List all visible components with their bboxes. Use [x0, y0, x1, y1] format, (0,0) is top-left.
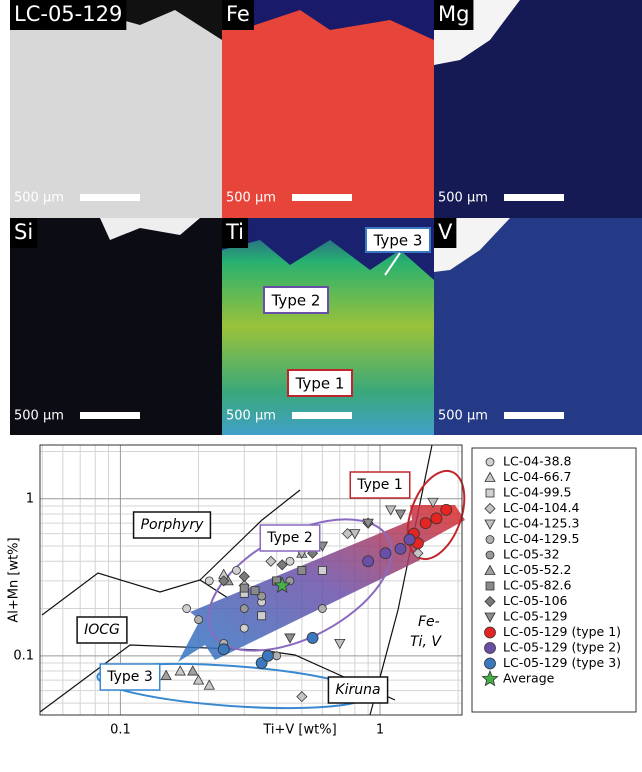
point: [262, 650, 273, 661]
region-label: Kiruna: [335, 682, 380, 698]
legend-label: LC-05-32: [503, 547, 560, 562]
point: [395, 543, 406, 554]
scale-bar: [504, 412, 564, 419]
legend-label: LC-05-106: [503, 593, 568, 608]
scale-bar-label: 500 µm: [226, 191, 276, 206]
region-label: Ti, V: [410, 634, 442, 650]
point: [363, 556, 374, 567]
point: [298, 566, 306, 574]
scale-bar: [504, 194, 564, 201]
point: [218, 644, 229, 655]
scale-bar-label: 500 µm: [14, 409, 64, 424]
legend-label: Average: [503, 671, 555, 686]
point: [380, 548, 391, 559]
y-axis-label: Al+Mn [wt%]: [7, 537, 22, 622]
point: [485, 643, 496, 654]
point: [258, 612, 266, 620]
point: [183, 605, 191, 613]
legend-label: LC-05-52.2: [503, 562, 571, 577]
y-tick-label: 0.1: [13, 648, 34, 663]
annotation: Type 1: [295, 375, 345, 393]
legend-label: LC-04-38.8: [503, 454, 571, 469]
legend-label: LC-05-129 (type 3): [503, 655, 621, 670]
point: [285, 634, 295, 643]
y-tick-label: 1: [26, 491, 34, 506]
region-label: Fe-: [418, 614, 440, 630]
point: [335, 639, 345, 648]
fe-map: [222, 0, 434, 218]
scale-bar-label: 500 µm: [438, 191, 488, 206]
panel-label: Fe: [226, 2, 250, 26]
legend-label: LC-04-125.3: [503, 516, 579, 531]
point: [239, 571, 249, 581]
scale-bar: [80, 194, 140, 201]
region-label: Porphyry: [141, 517, 205, 533]
point: [431, 513, 442, 524]
point: [404, 534, 415, 545]
point: [318, 566, 326, 574]
point: [297, 692, 307, 702]
point: [485, 658, 496, 669]
point: [251, 587, 259, 595]
x-tick-label: 0.1: [110, 723, 131, 738]
panel-label: V: [438, 220, 453, 244]
point: [486, 536, 494, 544]
region-label: Type 3: [106, 669, 153, 685]
point: [486, 551, 494, 559]
bse-image: [10, 0, 222, 218]
point: [240, 605, 248, 613]
scale-bar-label: 500 µm: [14, 191, 64, 206]
point: [205, 577, 213, 585]
point: [161, 670, 171, 679]
page: LC-05-129 500 µm Fe 500 µm Mg 500 µm Si 500 µm T…: [0, 0, 642, 772]
point: [266, 556, 276, 566]
point: [307, 632, 318, 643]
panel-label: Mg: [438, 2, 469, 26]
scale-bar: [292, 412, 352, 419]
point: [420, 518, 431, 529]
point: [204, 680, 214, 689]
point: [486, 458, 494, 466]
legend-label: LC-05-129 (type 1): [503, 624, 621, 639]
scale-bar-label: 500 µm: [438, 409, 488, 424]
point: [240, 584, 248, 592]
point: [441, 504, 452, 515]
point: [232, 566, 240, 574]
legend-label: LC-04-104.4: [503, 500, 579, 515]
annotation: Type 2: [271, 292, 321, 310]
point: [195, 616, 203, 624]
legend-label: LC-04-99.5: [503, 485, 571, 500]
legend-label: LC-04-66.7: [503, 469, 571, 484]
point: [318, 605, 326, 613]
figure: LC-05-129 500 µm Fe 500 µm Mg 500 µm Si 500 µm T…: [0, 0, 642, 768]
region-label: IOCG: [84, 622, 120, 638]
point: [273, 652, 281, 660]
panel-label: Ti: [225, 220, 244, 244]
point: [486, 489, 494, 497]
point: [485, 627, 496, 638]
point: [486, 582, 494, 590]
si-map: [10, 218, 222, 435]
panel-label: LC-05-129: [14, 2, 122, 26]
point: [286, 557, 294, 565]
legend-label: LC-05-129: [503, 609, 568, 624]
x-axis-label: Ti+V [wt%]: [262, 723, 336, 738]
panel-label: Si: [14, 220, 33, 244]
scale-bar: [80, 412, 140, 419]
legend-label: LC-04-129.5: [503, 531, 579, 546]
point: [240, 624, 248, 632]
region-label: Type 2: [266, 530, 313, 546]
legend-label: LC-05-82.6: [503, 578, 571, 593]
x-tick-label: 1: [376, 723, 384, 738]
legend-label: LC-05-129 (type 2): [503, 640, 621, 655]
scale-bar: [292, 194, 352, 201]
region-label: Type 1: [356, 477, 403, 493]
scale-bar-label: 500 µm: [226, 409, 276, 424]
annotation: Type 3: [373, 232, 423, 250]
